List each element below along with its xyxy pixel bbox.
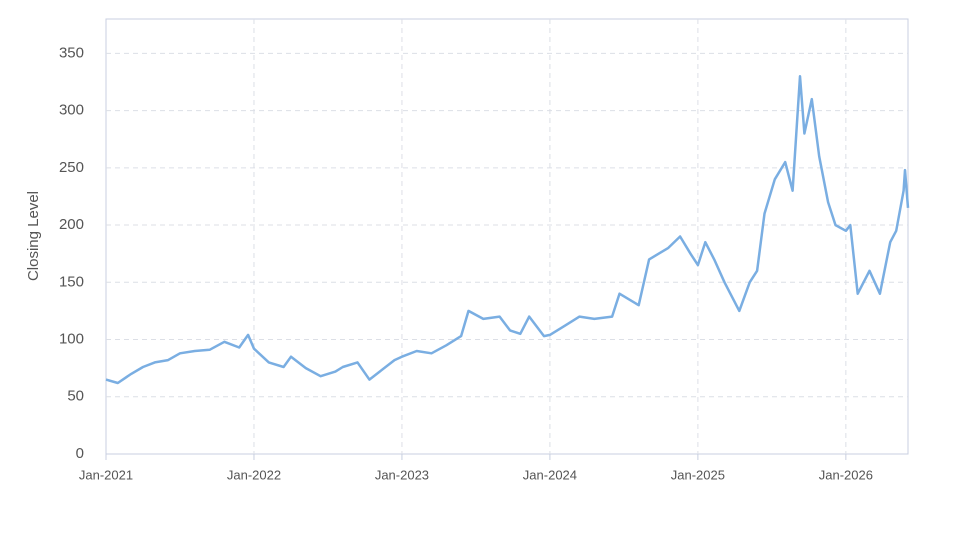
y-axis-label: Closing Level bbox=[25, 191, 42, 281]
series-line bbox=[105, 74, 910, 385]
plot-frame bbox=[105, 18, 909, 455]
y-tick-label: 100 bbox=[59, 330, 84, 347]
x-tick-label: Jan-2022 bbox=[227, 467, 281, 482]
x-tick-label: Jan-2025 bbox=[671, 467, 725, 482]
y-tick-label: 150 bbox=[59, 273, 84, 290]
y-tick-label: 350 bbox=[59, 44, 84, 61]
y-tick-label: 200 bbox=[59, 216, 84, 233]
y-tick-label: 50 bbox=[67, 388, 84, 405]
x-tick-label: Jan-2026 bbox=[819, 467, 873, 482]
x-tick-label: Jan-2021 bbox=[79, 467, 133, 482]
y-tick-label: 250 bbox=[59, 159, 84, 176]
x-tick-label: Jan-2023 bbox=[375, 467, 429, 482]
y-tick-label: 300 bbox=[59, 102, 84, 119]
y-tick-label: 0 bbox=[76, 445, 84, 462]
x-tick-label: Jan-2024 bbox=[523, 467, 577, 482]
